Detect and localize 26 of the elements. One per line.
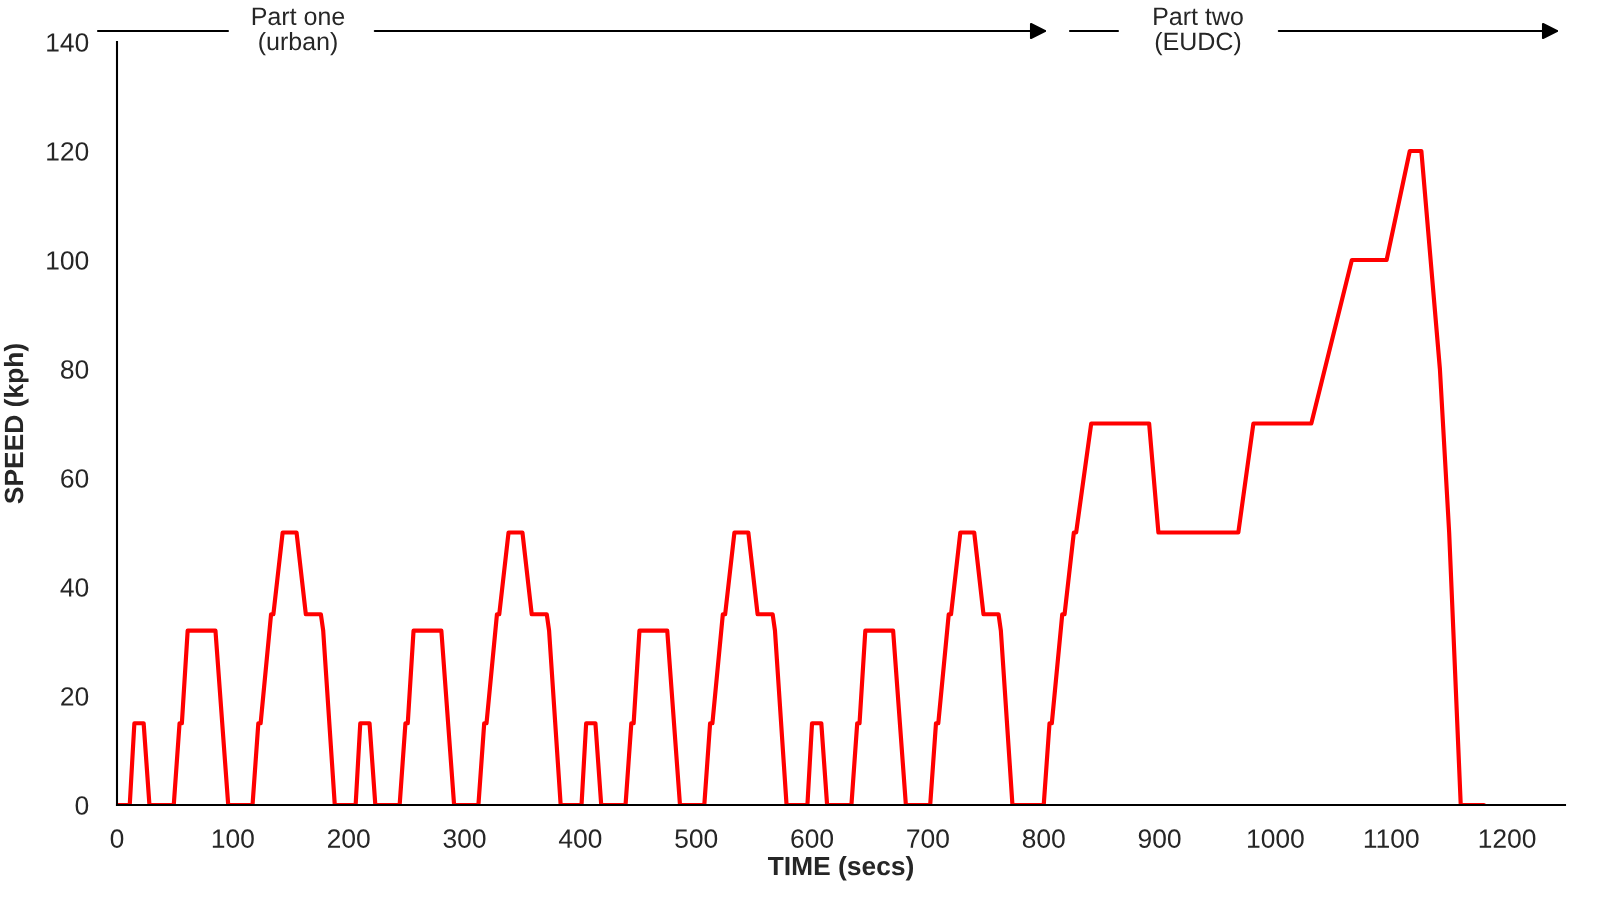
x-tick-label: 900 (1138, 829, 1181, 848)
y-tick-label: 120 (47, 142, 89, 161)
x-tick-label: 700 (907, 829, 949, 848)
y-tick-label: 80 (61, 360, 89, 379)
y-tick-label: 60 (61, 469, 89, 488)
x-axis-title: TIME (secs) (767, 855, 914, 881)
x-tick-label: 1000 (1248, 829, 1304, 848)
y-tick-label: 40 (60, 578, 89, 597)
x-tick-label: 300 (443, 829, 486, 848)
annotation: Part two (EUDC) (1154, 7, 1243, 56)
line-series (117, 148, 1486, 805)
x-tick-label: 800 (1022, 829, 1065, 848)
y-axis-title: SPEED (kph) (3, 344, 29, 504)
y-tick-label: 20 (61, 687, 89, 706)
y-tick-label: 100 (47, 251, 89, 270)
y-tick-label: 140 (47, 33, 89, 52)
x-tick-label: 100 (212, 829, 254, 848)
x-tick-label: 200 (328, 829, 370, 848)
x-tick-label: 400 (558, 829, 602, 848)
x-tick-label: 600 (791, 829, 834, 848)
x-tick-label: 1200 (1479, 829, 1536, 848)
x-tick-label: 500 (675, 829, 718, 848)
y-tick-label: 0 (75, 796, 89, 815)
x-tick-label: 1100 (1364, 829, 1419, 848)
x-tick-label: 0 (110, 829, 124, 848)
annotation: Part one (urban) (252, 7, 345, 56)
